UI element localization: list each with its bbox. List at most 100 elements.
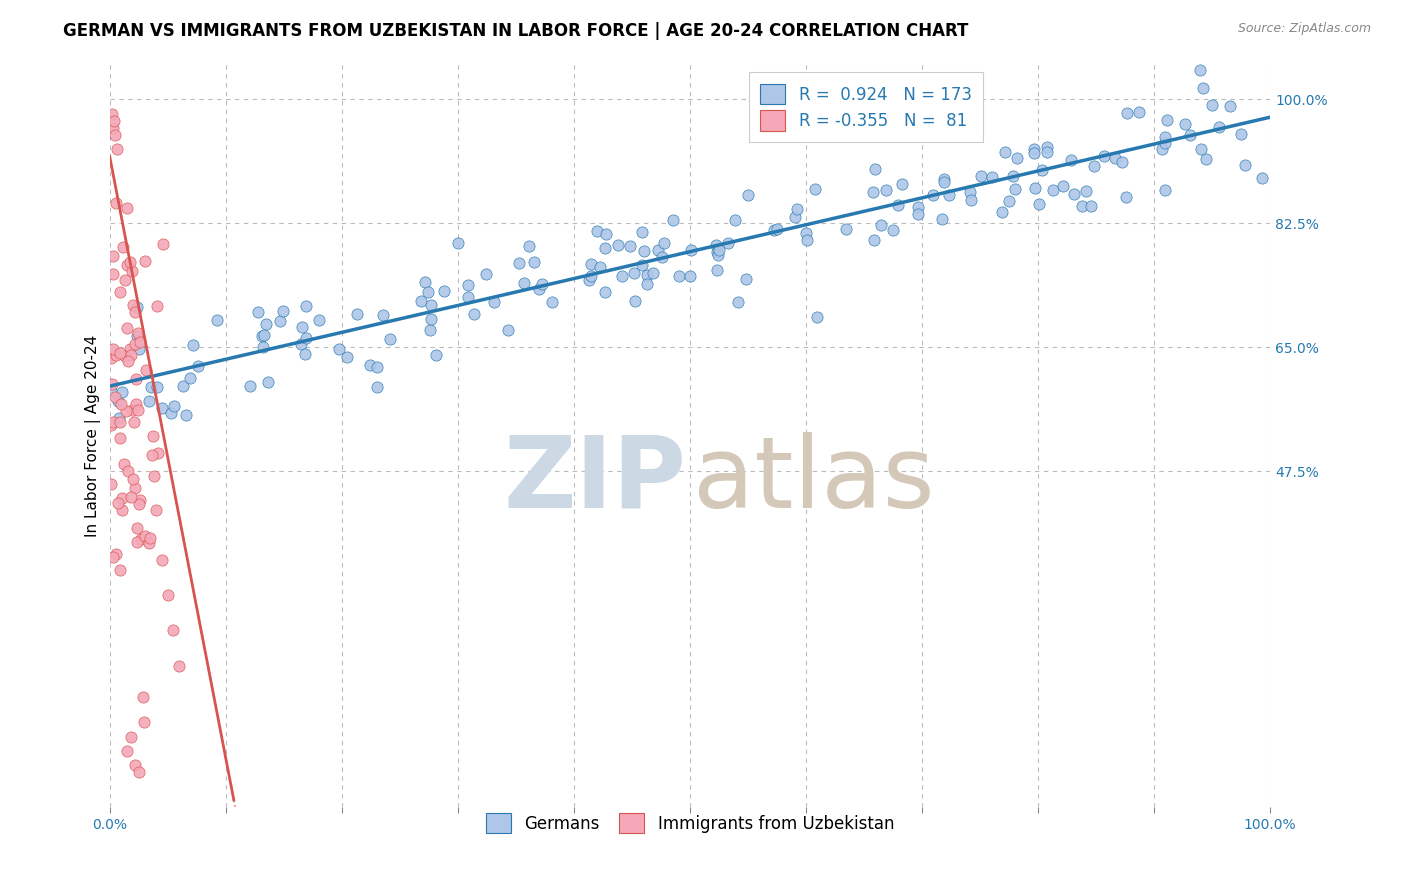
Text: GERMAN VS IMMIGRANTS FROM UZBEKISTAN IN LABOR FORCE | AGE 20-24 CORRELATION CHAR: GERMAN VS IMMIGRANTS FROM UZBEKISTAN IN …: [63, 22, 969, 40]
Point: [156, 588, 179, 602]
Point: [294, 347, 316, 361]
Point: [735, 272, 758, 286]
Point: [105, 142, 128, 156]
Point: [117, 464, 139, 478]
Point: [707, 244, 730, 258]
Point: [103, 249, 125, 263]
Point: [796, 233, 818, 247]
Point: [111, 240, 134, 254]
Point: [891, 177, 914, 191]
Point: [1024, 145, 1046, 160]
Point: [540, 294, 562, 309]
Point: [125, 397, 148, 411]
Point: [146, 380, 169, 394]
Point: [120, 730, 142, 744]
Point: [101, 267, 124, 281]
Point: [1031, 163, 1053, 178]
Point: [484, 295, 506, 310]
Point: [907, 207, 929, 221]
Point: [100, 384, 122, 399]
Point: [1036, 140, 1059, 154]
Point: [122, 297, 145, 311]
Point: [704, 238, 727, 252]
Point: [578, 273, 600, 287]
Point: [269, 314, 291, 328]
Point: [172, 379, 194, 393]
Point: [1250, 171, 1272, 186]
Point: [457, 290, 479, 304]
Point: [328, 342, 350, 356]
Point: [145, 503, 167, 517]
Point: [127, 521, 149, 535]
Point: [416, 285, 439, 299]
Point: [163, 399, 186, 413]
Point: [517, 238, 540, 252]
Point: [1007, 151, 1029, 165]
Point: [1150, 142, 1173, 156]
Point: [508, 256, 530, 270]
Point: [252, 340, 274, 354]
Point: [420, 312, 443, 326]
Point: [308, 312, 330, 326]
Point: [132, 690, 155, 705]
Point: [104, 547, 127, 561]
Point: [1230, 127, 1253, 141]
Point: [110, 397, 132, 411]
Point: [419, 323, 441, 337]
Point: [907, 201, 929, 215]
Point: [530, 277, 553, 291]
Legend: Germans, Immigrants from Uzbekistan: Germans, Immigrants from Uzbekistan: [479, 806, 901, 840]
Point: [125, 300, 148, 314]
Point: [120, 254, 142, 268]
Point: [169, 658, 191, 673]
Point: [862, 185, 884, 199]
Point: [498, 323, 520, 337]
Point: [100, 417, 122, 432]
Point: [593, 241, 616, 255]
Point: [127, 326, 149, 341]
Point: [110, 563, 132, 577]
Point: [146, 446, 169, 460]
Point: [475, 267, 498, 281]
Point: [1188, 63, 1211, 78]
Point: [114, 273, 136, 287]
Point: [254, 317, 277, 331]
Point: [134, 715, 156, 730]
Point: [619, 239, 641, 253]
Point: [425, 348, 447, 362]
Point: [117, 258, 139, 272]
Point: [938, 188, 960, 202]
Point: [641, 266, 664, 280]
Point: [120, 347, 142, 361]
Point: [346, 307, 368, 321]
Point: [124, 481, 146, 495]
Point: [103, 113, 125, 128]
Point: [887, 198, 910, 212]
Point: [652, 235, 675, 250]
Point: [359, 358, 381, 372]
Point: [1153, 136, 1175, 151]
Point: [104, 390, 127, 404]
Point: [922, 187, 945, 202]
Point: [101, 377, 124, 392]
Point: [239, 379, 262, 393]
Point: [969, 169, 991, 183]
Point: [135, 363, 157, 377]
Point: [253, 327, 276, 342]
Point: [117, 354, 139, 368]
Point: [589, 260, 612, 274]
Point: [104, 195, 127, 210]
Point: [1156, 112, 1178, 127]
Point: [463, 307, 485, 321]
Point: [111, 503, 134, 517]
Point: [115, 744, 138, 758]
Point: [271, 304, 294, 318]
Point: [108, 410, 131, 425]
Point: [120, 490, 142, 504]
Point: [1115, 190, 1137, 204]
Point: [127, 402, 149, 417]
Point: [783, 210, 806, 224]
Y-axis label: In Labor Force | Age 20-24: In Labor Force | Age 20-24: [86, 334, 101, 537]
Point: [681, 243, 703, 257]
Point: [121, 264, 143, 278]
